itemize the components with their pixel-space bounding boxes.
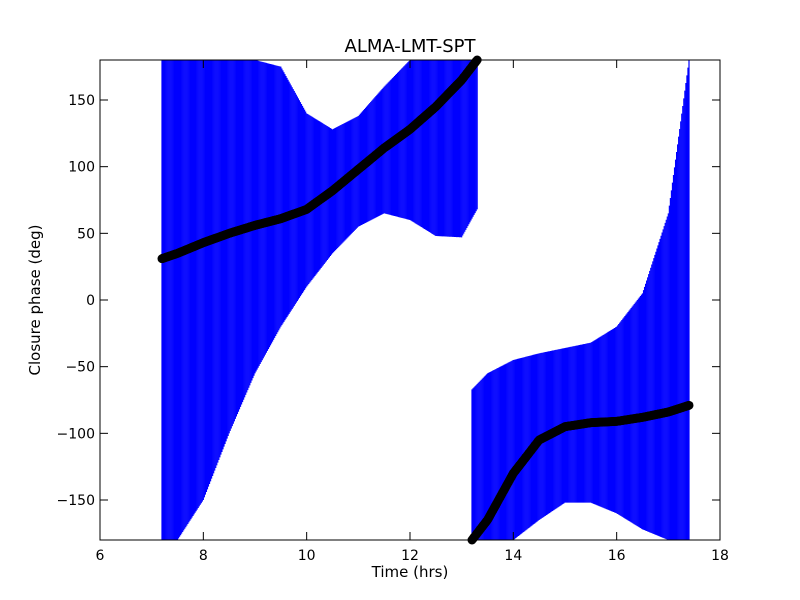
- data-point-group: [157, 55, 694, 545]
- y-axis-label: Closure phase (deg): [26, 225, 44, 376]
- x-tick-label: 12: [401, 548, 419, 564]
- y-tick-label: −100: [57, 426, 95, 442]
- x-axis-ticks: 6 8 10 12 14 16 18: [96, 60, 729, 564]
- y-axis-ticks: −150 −100 −50 0 50 100 150: [57, 93, 720, 509]
- x-tick-label: 18: [711, 548, 729, 564]
- y-tick-label: −150: [57, 493, 95, 509]
- y-tick-label: 150: [68, 93, 95, 109]
- data-point: [684, 400, 694, 410]
- chart-title: ALMA-LMT-SPT: [345, 36, 477, 57]
- y-tick-label: 0: [86, 293, 95, 309]
- x-tick-label: 10: [298, 548, 316, 564]
- x-tick-label: 16: [608, 548, 626, 564]
- y-tick-label: 50: [77, 226, 95, 242]
- x-tick-label: 14: [504, 548, 522, 564]
- errorbar-band-group: [161, 60, 690, 540]
- x-axis-label: Time (hrs): [371, 563, 449, 581]
- y-tick-label: −50: [65, 360, 95, 376]
- y-tick-label: 100: [68, 160, 95, 176]
- x-tick-label: 8: [199, 548, 208, 564]
- x-tick-label: 6: [96, 548, 105, 564]
